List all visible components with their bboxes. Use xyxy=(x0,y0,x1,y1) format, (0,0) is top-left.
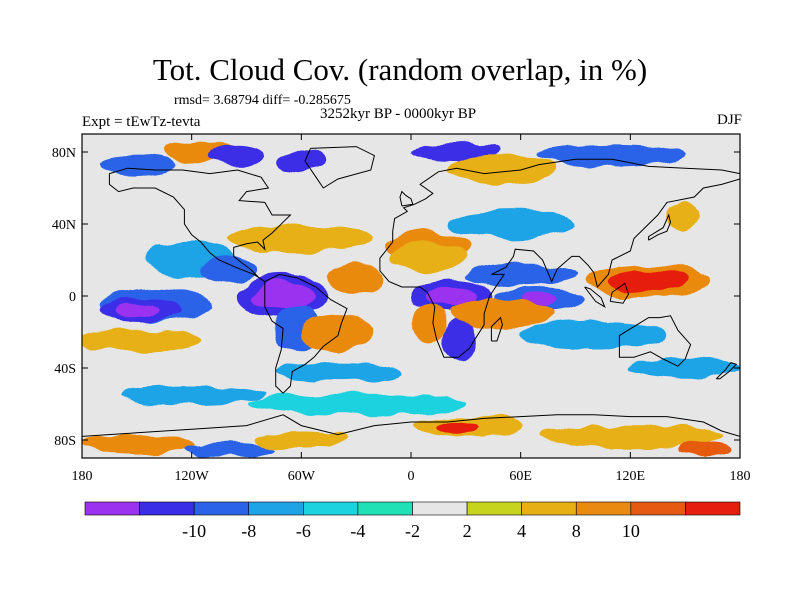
anomaly-region xyxy=(538,425,722,448)
map-title: Tot. Cloud Cov. (random overlap, in %) xyxy=(152,52,648,87)
coastline-new-zealand xyxy=(715,362,738,380)
anomaly-region xyxy=(279,150,324,172)
coastline-sumatra xyxy=(584,286,606,308)
anomaly-region xyxy=(118,386,265,404)
colorbar-label: -8 xyxy=(241,521,256,541)
anomaly-region xyxy=(434,418,479,433)
coastline-japan xyxy=(648,213,672,241)
colorbar-swatch xyxy=(139,501,195,516)
colorbar-swatch xyxy=(357,501,413,516)
anomaly-region xyxy=(82,330,201,352)
colorbar-label: 8 xyxy=(572,521,581,541)
lon-tick-label: 120E xyxy=(616,469,646,484)
coastline-borneo xyxy=(609,282,630,304)
lat-tick-label: 0 xyxy=(69,290,76,305)
anomaly-region xyxy=(392,242,466,271)
lat-tick-label: 80N xyxy=(52,146,76,161)
coastline-eurasia-africa xyxy=(379,158,740,358)
colorbar-swatch xyxy=(685,501,741,516)
colorbar-swatch xyxy=(575,501,632,516)
lat-tick-label: 80S xyxy=(54,434,76,449)
anomaly-region xyxy=(211,144,263,167)
colorbar-swatch xyxy=(466,501,522,516)
lon-tick-label: 120W xyxy=(175,469,210,484)
anomaly-region xyxy=(447,209,576,239)
anomaly-region xyxy=(447,299,558,329)
colorbar-label: -10 xyxy=(182,521,206,541)
lon-tick-label: 180 xyxy=(72,469,93,484)
anomaly-region xyxy=(447,155,558,185)
colorbar-label: -2 xyxy=(405,521,420,541)
lat-tick-label: 40N xyxy=(52,218,76,233)
anomaly-region xyxy=(246,393,466,415)
anomaly-region xyxy=(630,357,740,379)
anomaly-region xyxy=(82,434,192,453)
colorbar-label: -4 xyxy=(350,521,365,541)
anomaly-region xyxy=(676,441,731,457)
anomaly-region xyxy=(425,285,477,307)
lon-tick-label: 180 xyxy=(730,469,751,484)
anomaly-region xyxy=(301,314,375,350)
colorbar-label: 10 xyxy=(622,521,640,541)
colorbar: -10 -8 -6 -4 -2 2 4 8 10 xyxy=(84,501,741,541)
anomaly-region xyxy=(114,303,159,318)
anomaly-region xyxy=(255,431,348,449)
colorbar-swatch xyxy=(630,501,686,516)
anomaly-region xyxy=(411,143,503,161)
colorbar-swatch xyxy=(193,501,250,516)
lon-tick-label: 60W xyxy=(288,469,316,484)
anomaly-region xyxy=(440,319,477,363)
anomaly-regions xyxy=(82,141,740,457)
coastline-south-america xyxy=(264,273,348,394)
colorbar-label: 4 xyxy=(517,521,526,541)
coastline-australia xyxy=(618,315,692,367)
lon-tick-label: 60E xyxy=(509,469,532,484)
anomaly-region xyxy=(520,321,667,350)
coastline-greenland xyxy=(304,146,375,189)
coastline-antarctica xyxy=(82,414,740,437)
anomaly-region xyxy=(538,144,686,167)
anomaly-region xyxy=(663,200,700,230)
lon-tick-label: 0 xyxy=(408,469,415,484)
colorbar-swatch xyxy=(303,501,359,516)
anomaly-region xyxy=(182,441,274,457)
period-label: 3252kyr BP - 0000kyr BP xyxy=(320,106,477,122)
stats-text: rmsd= 3.68794 diff= -0.285675 xyxy=(174,93,351,108)
coastline-uk xyxy=(399,190,414,207)
coastlines xyxy=(82,146,740,437)
anomaly-region xyxy=(100,155,174,174)
anomaly-region xyxy=(465,263,576,286)
colorbar-label: 2 xyxy=(463,521,472,541)
coastline-madagascar xyxy=(490,316,503,342)
colorbar-swatch xyxy=(84,501,140,516)
anomaly-region xyxy=(608,270,689,293)
colorbar-swatch xyxy=(248,501,304,516)
season-label: DJF xyxy=(716,112,742,128)
anomaly-region xyxy=(328,263,384,293)
axis-ticks: 180 120W 60W 0 60E 120E 180 80N 40N 0 40S 80S xyxy=(52,134,751,484)
anomaly-region xyxy=(414,305,444,341)
anomaly-region xyxy=(273,362,402,381)
colorbar-swatch xyxy=(521,501,577,516)
experiment-label: Expt = tEwTz-tevta xyxy=(82,114,201,130)
anomaly-region xyxy=(228,224,375,253)
coastline-north-america xyxy=(108,167,292,283)
lat-tick-label: 40S xyxy=(54,362,76,377)
colorbar-swatch xyxy=(412,501,468,516)
anomaly-region xyxy=(250,281,316,311)
anomaly-region xyxy=(200,254,256,284)
colorbar-label: -6 xyxy=(296,521,311,541)
